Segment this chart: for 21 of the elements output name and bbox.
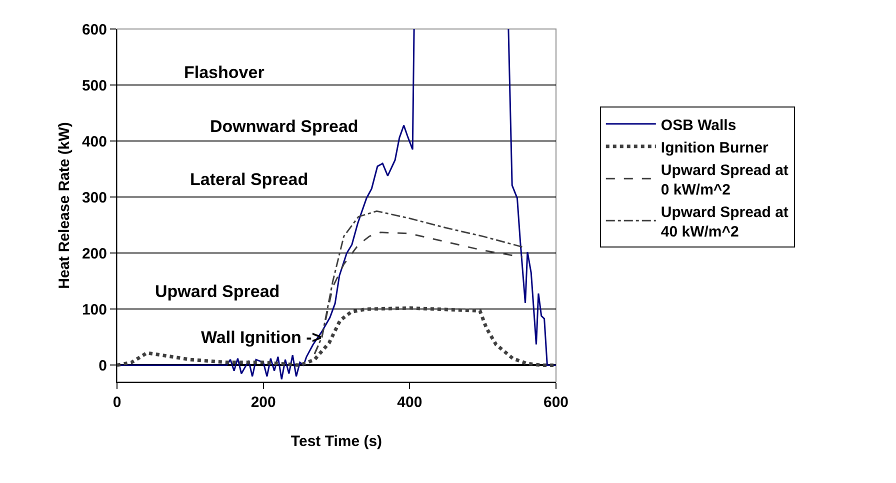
y-axis-title: Heat Release Rate (kW) [56,122,74,289]
x-tick-label: 400 [397,394,422,411]
annotation: Downward Spread [210,117,358,136]
y-tick-label: 0 [98,357,107,374]
y-tick-label: 500 [82,77,107,94]
x-tick-label: 200 [250,394,276,411]
annotation: Upward Spread [155,282,280,301]
y-tick-label: 200 [82,245,107,262]
annotation: Lateral Spread [190,170,308,189]
legend-label: Ignition Burner [660,139,769,156]
legend-label: Upward Spread at 40 kW/m^2 [660,204,788,240]
y-tick-label: 400 [82,133,107,150]
y-tick-label: 100 [82,301,107,318]
y-tick-label: 600 [82,21,107,38]
legend-label: Upward Spread at 0 kW/m^2 [660,162,788,198]
annotation: Flashover [184,63,265,82]
legend-label: OSB Walls [660,116,736,134]
x-tick-label: 0 [112,394,122,411]
x-axis-title: Test Time (s) [290,433,382,450]
x-tick-label: 600 [543,394,569,411]
y-tick-label: 300 [82,189,107,206]
